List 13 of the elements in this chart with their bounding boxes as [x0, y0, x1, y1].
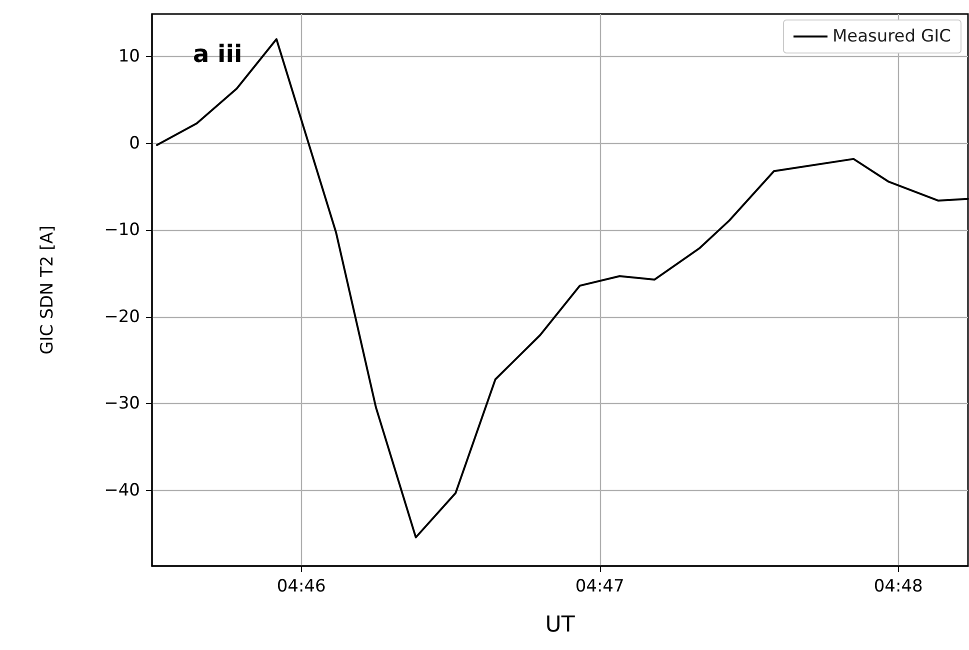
y-tick-label: −30 — [104, 394, 140, 414]
y-tick-label: −20 — [104, 306, 140, 327]
legend-label: Measured GIC — [832, 26, 952, 46]
x-axis-title: UT — [545, 612, 576, 638]
y-tick-label: 0 — [129, 133, 140, 154]
y-tick-label: −10 — [104, 220, 140, 240]
x-tick-label: 04:47 — [575, 576, 624, 596]
y-tick-label: −40 — [104, 480, 140, 500]
x-tick-label: 04:46 — [276, 576, 326, 596]
annotation: a iii — [193, 40, 242, 68]
y-axis-title: GIC SDN T2 [A] — [38, 226, 58, 354]
y-tick-label: 10 — [118, 46, 140, 67]
x-tick-label: 04:48 — [874, 576, 923, 596]
